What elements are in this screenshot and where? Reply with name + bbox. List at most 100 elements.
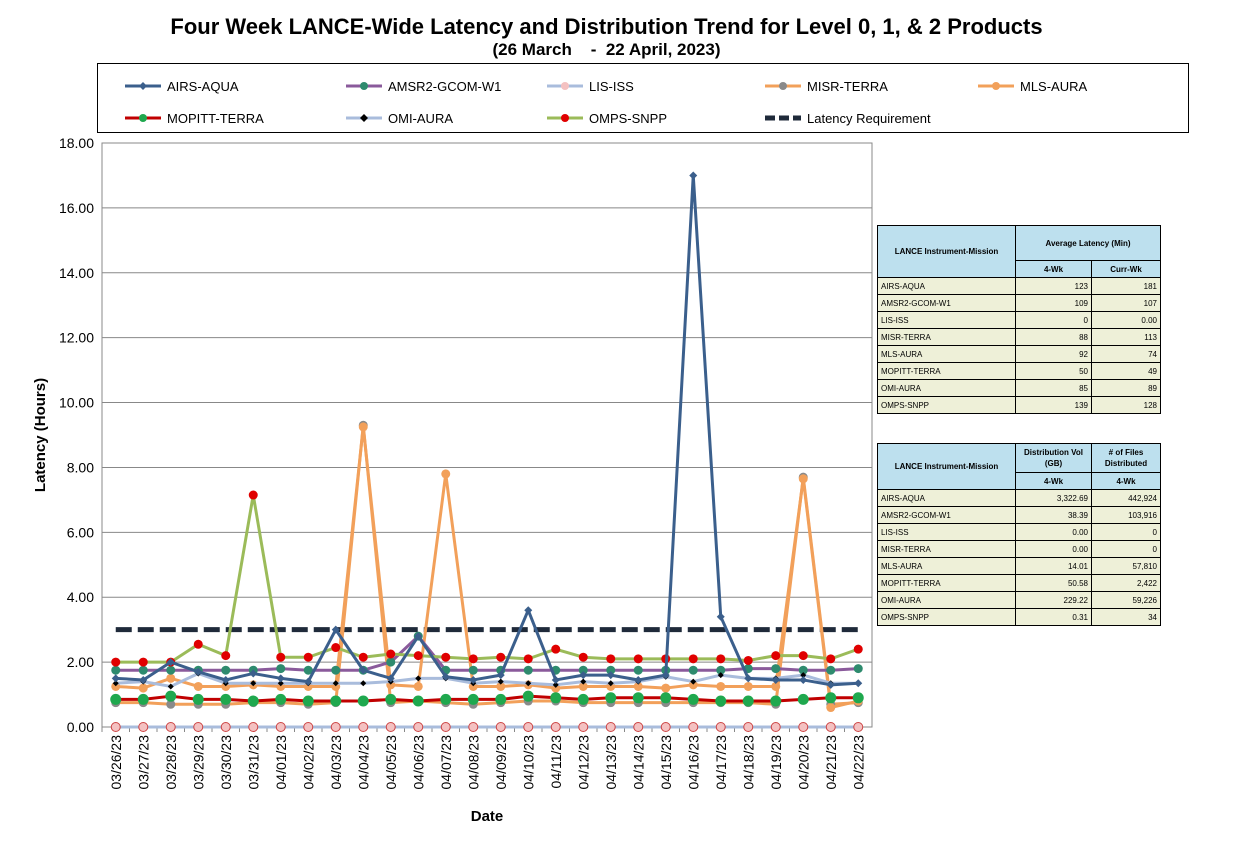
x-tick-label: 04/01/23	[273, 735, 289, 790]
table-cell-name: MOPITT-TERRA	[877, 574, 1016, 592]
table-cell-b: 442,924	[1091, 489, 1161, 507]
data-point-omps-snpp	[248, 490, 258, 500]
legend-item-mls-aura: MLS-AURA	[976, 77, 1087, 95]
data-point-omps-snpp	[221, 651, 231, 661]
data-point-lis-iss	[220, 722, 231, 732]
x-tick-label: 04/15/23	[658, 735, 674, 790]
y-axis-title: Latency (Hours)	[32, 378, 49, 492]
table-row: AIRS-AQUA 123 181	[877, 277, 1161, 295]
data-point-omi-aura	[800, 672, 807, 679]
table-cell-a: 139	[1015, 396, 1092, 414]
legend-label: OMPS-SNPP	[589, 110, 668, 126]
legend-item-misr-terra: MISR-TERRA	[763, 77, 888, 95]
legend-item-airs-aqua: AIRS-AQUA	[123, 77, 239, 95]
data-point-airs-aqua	[579, 671, 588, 680]
table2-header-volume: Distribution Vol (GB)	[1015, 443, 1092, 473]
legend-label: MLS-AURA	[1020, 78, 1088, 94]
table-row: AMSR2-GCOM-W1 38.39 103,916	[877, 506, 1161, 524]
table-row: LIS-ISS 0 0.00	[877, 311, 1161, 329]
table-cell-a: 0	[1015, 311, 1092, 329]
data-point-mls-aura	[798, 474, 808, 484]
data-point-airs-aqua	[606, 671, 615, 680]
legend-swatch-icon	[978, 82, 1014, 90]
y-tick-label: 14.00	[59, 265, 94, 281]
data-point-omi-aura	[250, 680, 257, 687]
table-cell-a: 3,322.69	[1015, 489, 1092, 507]
legend-swatch-icon	[547, 114, 583, 122]
series-line-mopitt-terra	[115, 694, 859, 703]
legend-label: MISR-TERRA	[807, 78, 888, 94]
table-row: OMI-AURA 85 89	[877, 379, 1161, 397]
table-cell-a: 88	[1015, 328, 1092, 346]
table-cell-a: 38.39	[1015, 506, 1092, 524]
data-point-omps-snpp	[193, 639, 203, 649]
data-point-omps-snpp	[523, 654, 533, 664]
table1-header-latency: Average Latency (Min)	[1015, 225, 1161, 261]
x-tick-label: 04/11/23	[548, 735, 564, 789]
data-point-mopitt-terra	[302, 695, 314, 707]
data-point-lis-iss	[715, 722, 726, 732]
data-point-mls-aura	[578, 681, 588, 691]
table-cell-b: 74	[1091, 345, 1161, 363]
x-tick-label: 04/16/23	[685, 735, 701, 790]
table-cell-a: 50.58	[1015, 574, 1092, 592]
data-point-lis-iss	[193, 722, 204, 732]
data-point-airs-aqua	[716, 612, 725, 621]
data-point-mopitt-terra	[687, 693, 699, 705]
table-cell-name: MLS-AURA	[877, 557, 1016, 575]
data-point-amsr2-gcom-w1	[166, 665, 176, 675]
data-point-amsr2-gcom-w1	[523, 665, 533, 675]
table-cell-b: 57,810	[1091, 557, 1161, 575]
x-tick-label: 04/02/23	[300, 735, 316, 790]
data-point-airs-aqua	[249, 669, 258, 678]
data-point-mopitt-terra	[220, 693, 232, 705]
legend-box: AIRS-AQUA AMSR2-GCOM-W1 LIS-ISS MISR-TERRA M…	[97, 63, 1189, 133]
table-row: MLS-AURA 92 74	[877, 345, 1161, 363]
x-tick-label: 03/26/23	[108, 735, 124, 790]
table-cell-name: OMI-AURA	[877, 379, 1016, 397]
x-axis-title: Date	[471, 808, 504, 825]
legend-swatch-icon	[346, 114, 382, 122]
data-point-mls-aura	[716, 681, 726, 691]
data-point-mls-aura	[771, 681, 781, 691]
x-tick-label: 03/28/23	[163, 735, 179, 790]
data-point-mls-aura	[193, 681, 203, 691]
table-cell-b: 107	[1091, 294, 1161, 312]
data-point-lis-iss	[440, 722, 451, 732]
data-point-omi-aura	[552, 681, 559, 688]
data-point-omps-snpp	[303, 652, 313, 662]
chart-title: Four Week LANCE-Wide Latency and Distrib…	[170, 14, 1043, 39]
data-point-airs-aqua	[166, 658, 175, 667]
data-point-amsr2-gcom-w1	[798, 665, 808, 675]
data-point-omi-aura	[525, 680, 532, 687]
data-point-omps-snpp	[276, 652, 286, 662]
data-point-airs-aqua	[744, 674, 753, 683]
data-point-lis-iss	[303, 722, 314, 732]
series-line-misr-terra	[115, 423, 859, 706]
data-point-airs-aqua	[194, 667, 203, 676]
data-point-mopitt-terra	[852, 692, 864, 704]
data-point-mls-aura	[358, 422, 368, 432]
data-point-amsr2-gcom-w1	[716, 665, 726, 675]
data-point-mopitt-terra	[467, 693, 479, 705]
data-point-airs-aqua	[524, 606, 533, 615]
data-point-lis-iss	[550, 722, 561, 732]
y-tick-label: 10.00	[59, 395, 94, 411]
data-point-omps-snpp	[413, 651, 423, 661]
data-point-misr-terra	[166, 699, 176, 709]
data-point-amsr2-gcom-w1	[276, 664, 286, 674]
data-point-lis-iss	[578, 722, 589, 732]
data-point-lis-iss	[275, 722, 286, 732]
data-point-lis-iss	[248, 722, 259, 732]
data-point-omps-snpp	[358, 652, 368, 662]
legend-item-amsr2-gcom-w1: AMSR2-GCOM-W1	[344, 77, 501, 95]
data-point-omi-aura	[690, 678, 697, 685]
data-point-omi-aura	[360, 680, 367, 687]
data-point-mopitt-terra	[797, 693, 809, 705]
table-cell-name: OMPS-SNPP	[877, 396, 1016, 414]
data-point-lis-iss	[358, 722, 369, 732]
table-cell-name: MLS-AURA	[877, 345, 1016, 363]
table-cell-name: AIRS-AQUA	[877, 489, 1016, 507]
data-point-omps-snpp	[386, 649, 396, 659]
data-point-lis-iss	[330, 722, 341, 732]
